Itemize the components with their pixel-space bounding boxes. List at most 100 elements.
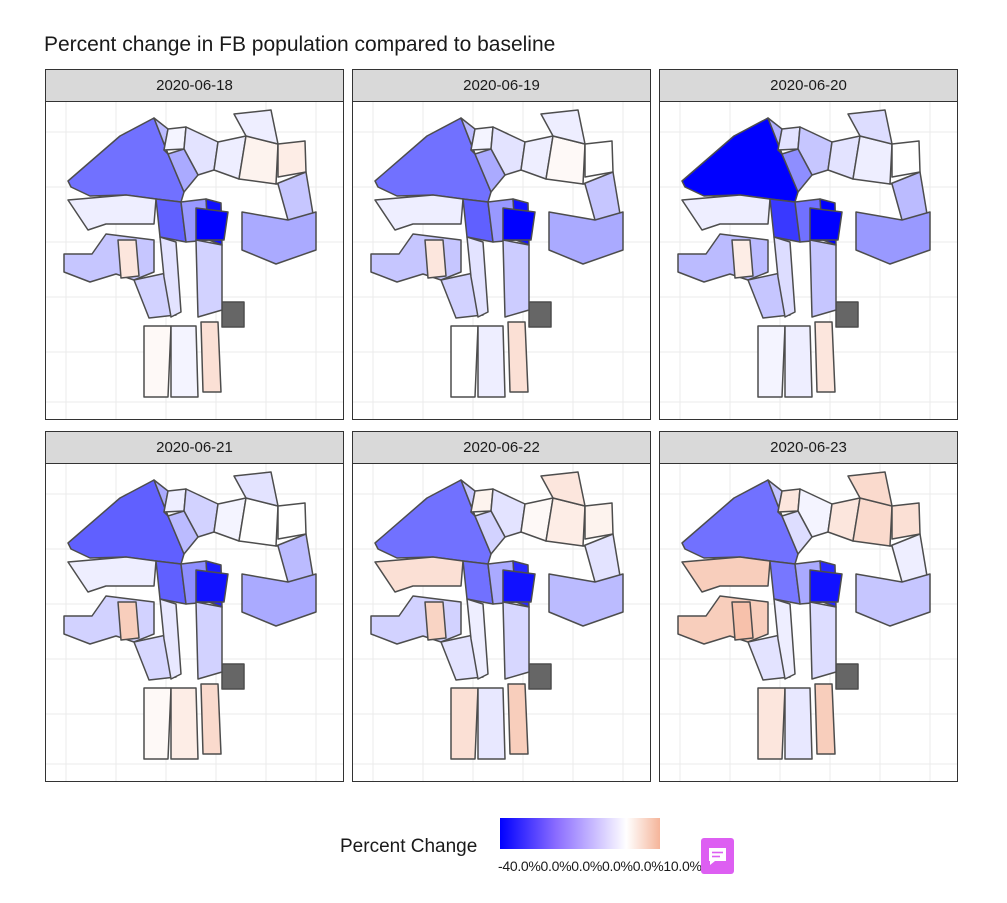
facet-plot [352,101,651,420]
facet-strip-label: 2020-06-18 [45,69,344,102]
facet-plot [659,463,958,782]
chat-icon [709,848,726,865]
facet-panel-6: 2020-06-23 [659,431,958,782]
region-c1 [167,148,199,193]
region-s5 [200,683,222,755]
map-svg [353,102,650,419]
chart-title: Percent change in FB population compared… [44,33,556,56]
region-ne2 [540,471,586,507]
region-e1 [582,171,622,221]
legend-tick-labels: -40.0%0.0%0.0%0.0%0.0%10.0% [498,858,702,874]
facet-strip-label: 2020-06-22 [352,431,651,464]
region-s6 [221,301,245,328]
facet-panel-4: 2020-06-21 [45,431,344,782]
legend-gradient [500,818,660,849]
region-n3 [490,488,526,538]
region-e1 [275,533,315,583]
legend-title: Percent Change [340,836,478,857]
region-sw1 [677,233,769,283]
region-b [502,239,530,318]
region-s4 [784,325,813,398]
region-e1 [889,533,929,583]
region-ne1 [584,502,614,540]
region-w1 [681,194,771,231]
region-e2 [855,211,931,265]
region-ne1 [584,140,614,178]
region-s3 [450,325,479,398]
region-w1 [67,194,157,231]
region-s5 [814,321,836,393]
region-c5 [809,569,843,603]
region-s6 [835,301,859,328]
region-w1 [67,556,157,593]
region-s2 [466,236,489,318]
region-s4 [784,687,813,760]
region-n3 [183,126,219,176]
region-b [809,601,837,680]
region-sw2 [117,601,140,641]
region-ne2 [847,109,893,145]
region-e2 [548,211,624,265]
region-ne2 [233,471,279,507]
region-ne2 [233,109,279,145]
region-e2 [548,573,624,627]
region-s6 [221,663,245,690]
facet-panel-3: 2020-06-20 [659,69,958,420]
facet-plot [45,463,344,782]
feedback-chat-button[interactable] [701,838,734,874]
region-sw2 [117,239,140,279]
region-s2 [159,598,182,680]
region-sw2 [731,601,754,641]
region-s3 [757,325,786,398]
region-e1 [275,171,315,221]
region-s5 [507,683,529,755]
region-c5 [502,207,536,241]
facet-strip-label: 2020-06-21 [45,431,344,464]
region-s4 [477,687,506,760]
region-s3 [757,687,786,760]
region-n2 [470,126,494,151]
region-s3 [450,687,479,760]
region-sw1 [370,233,462,283]
region-s6 [528,301,552,328]
region-w1 [374,194,464,231]
region-c1 [781,510,813,555]
region-n3 [183,488,219,538]
region-b [195,239,223,318]
map-svg [46,464,343,781]
region-c5 [809,207,843,241]
legend-colorbar [500,818,660,849]
region-sw2 [424,239,447,279]
region-c1 [781,148,813,193]
region-e2 [855,573,931,627]
region-s3 [143,325,172,398]
region-b [809,239,837,318]
region-n2 [777,488,801,513]
region-s4 [170,687,199,760]
map-svg [46,102,343,419]
region-n2 [163,126,187,151]
region-b [502,601,530,680]
facet-plot [352,463,651,782]
region-c5 [195,207,229,241]
facet-panel-1: 2020-06-18 [45,69,344,420]
region-s4 [477,325,506,398]
region-s2 [466,598,489,680]
facet-panel-5: 2020-06-22 [352,431,651,782]
map-svg [353,464,650,781]
region-ne1 [277,140,307,178]
region-ne1 [277,502,307,540]
region-b [195,601,223,680]
region-c5 [195,569,229,603]
region-s6 [835,663,859,690]
region-sw1 [677,595,769,645]
region-s2 [773,598,796,680]
region-s6 [528,663,552,690]
facet-strip-label: 2020-06-23 [659,431,958,464]
region-sw1 [63,595,155,645]
region-n2 [777,126,801,151]
region-e2 [241,211,317,265]
region-e1 [889,171,929,221]
region-ne1 [891,502,921,540]
region-c1 [167,510,199,555]
